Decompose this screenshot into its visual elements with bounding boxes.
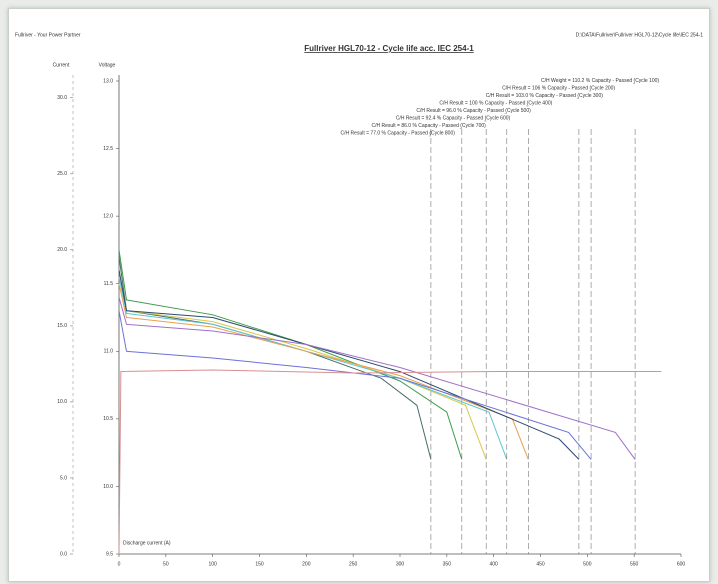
x-tick-label: 250 <box>349 561 358 567</box>
chart: Fullriver - Your Power Partner D:\DATA\F… <box>15 32 704 567</box>
series-line <box>118 270 580 460</box>
legend-label: C/H Result = 92.4 % Capacity - Passed (C… <box>396 115 511 121</box>
x-tick-label: 100 <box>208 561 217 567</box>
y-tick-label: 11.0 <box>104 349 114 355</box>
y2-axis-label: Current <box>53 62 70 68</box>
y-tick-label: 11.5 <box>104 281 114 287</box>
x-tick-label: 200 <box>302 561 311 567</box>
y2-tick-label: 20.0 <box>57 247 67 253</box>
chart-title: Fullriver HGL70-12 - Cycle life acc. IEC… <box>304 44 474 53</box>
legend-label: C/H Weight = 110.2 % Capacity - Passed (… <box>541 78 659 84</box>
y-tick-label: 9.5 <box>106 551 113 557</box>
legend-label: C/H Result = 86.0 % Capacity - Passed (C… <box>371 123 486 129</box>
y2-tick-label: 5.0 <box>60 475 67 481</box>
y-tick-label: 10.5 <box>103 416 113 422</box>
legend-label: C/H Result = 100 % Capacity - Passed (Cy… <box>439 100 552 106</box>
header-right: D:\DATA\Fullriver\Fullriver HGL70-12\Cyc… <box>576 32 704 38</box>
y-tick-label: 13.0 <box>103 78 113 84</box>
series-line <box>118 256 432 460</box>
legend-label: C/H Result = 77.0 % Capacity - Passed (C… <box>341 130 456 136</box>
series-line <box>118 297 636 460</box>
x-tick-label: 450 <box>536 561 545 567</box>
header-left: Fullriver - Your Power Partner <box>15 32 81 38</box>
y2-tick-label: 10.0 <box>57 399 67 405</box>
y2-tick-label: 0.0 <box>60 551 67 557</box>
x-tick-label: 400 <box>489 561 498 567</box>
legend-label: C/H Result = 103.0 % Capacity - Passed (… <box>486 93 603 99</box>
x-tick-label: 0 <box>118 561 121 567</box>
y-axis-label: Voltage <box>99 62 116 68</box>
x-tick-label: 600 <box>677 561 686 567</box>
current-label: Discharge current (A) <box>123 540 171 546</box>
y-tick-label: 12.5 <box>103 146 113 152</box>
x-tick-label: 50 <box>163 561 169 567</box>
series-line <box>118 369 662 555</box>
y-tick-label: 10.0 <box>103 484 113 490</box>
x-tick-label: 500 <box>583 561 592 567</box>
report-card: Fullriver - Your Power Partner D:\DATA\F… <box>8 8 710 582</box>
x-tick-label: 150 <box>255 561 264 567</box>
y2-tick-label: 30.0 <box>57 95 67 101</box>
x-tick-label: 550 <box>630 561 639 567</box>
y-tick-label: 12.0 <box>103 213 113 219</box>
y2-tick-label: 15.0 <box>57 323 67 329</box>
x-tick-label: 300 <box>396 561 405 567</box>
x-tick-label: 350 <box>443 561 452 567</box>
legend-label: C/H Result = 96.0 % Capacity - Passed (C… <box>416 108 531 114</box>
y2-tick-label: 25.0 <box>57 171 67 177</box>
series-line <box>118 310 592 460</box>
legend-label: C/H Result = 106 % Capacity - Passed (Cy… <box>502 85 615 91</box>
